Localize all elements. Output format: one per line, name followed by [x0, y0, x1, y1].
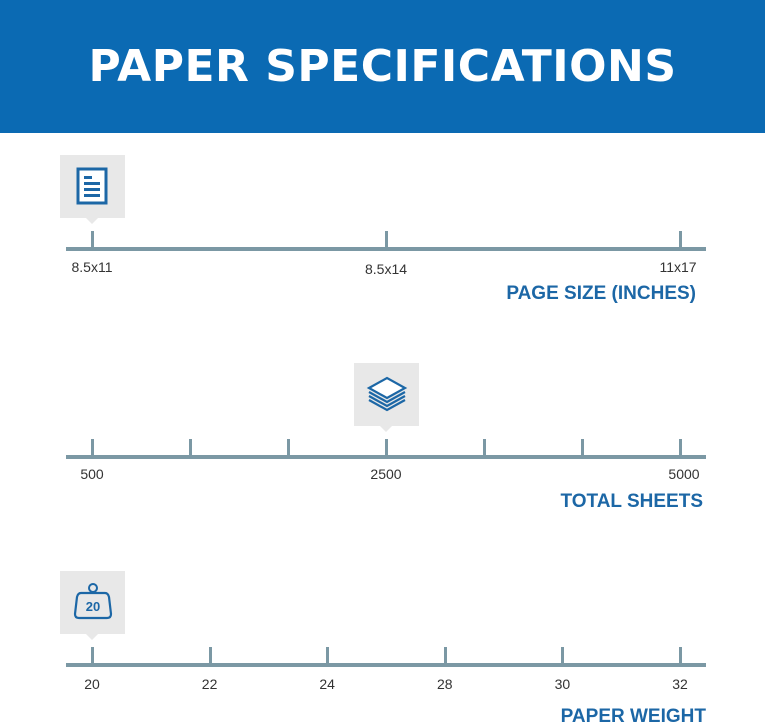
scale-tick [385, 231, 388, 249]
scale-tick [91, 439, 94, 457]
tick-label: 11x17 [659, 259, 697, 275]
tick-label: 8.5x11 [71, 259, 113, 275]
scale-tick [443, 647, 447, 665]
document-icon [76, 167, 108, 205]
tick-label: 24 [319, 676, 335, 692]
scale-tick [679, 231, 682, 249]
header-banner: PAPER SPECIFICATIONS [0, 0, 765, 133]
tick-label: 28 [437, 676, 453, 692]
tick-label: 2500 [370, 466, 402, 482]
scale-tick [91, 647, 94, 665]
selected-marker [60, 155, 125, 224]
tick-label: 30 [554, 676, 571, 692]
scale-tick [561, 647, 565, 665]
scale-title: TOTAL SHEETS [560, 491, 703, 512]
selected-marker: 20 [60, 571, 125, 640]
scale-axis [66, 663, 706, 667]
page-title: PAPER SPECIFICATIONS [88, 41, 677, 92]
scale-tick [385, 439, 388, 457]
scale-tick [287, 439, 290, 457]
tick-label: 20 [84, 676, 100, 692]
scale-axis [66, 247, 706, 251]
tick-label: 5000 [668, 466, 700, 482]
weight-value: 20 [86, 599, 100, 614]
tick-label: 500 [80, 466, 104, 482]
scale-tick [679, 647, 682, 665]
scale-tick [581, 439, 584, 457]
scale-tick [91, 231, 94, 249]
scale-tick [208, 647, 212, 665]
scale-tick [326, 647, 330, 665]
scale-tick [483, 439, 486, 457]
tick-label: 22 [201, 676, 218, 692]
selected-marker [354, 363, 419, 432]
scale-title: PAPER WEIGHT [560, 706, 706, 727]
scale-tick [679, 439, 682, 457]
tick-label: 32 [672, 676, 688, 692]
weight-icon: 20 [73, 583, 113, 620]
paper-stack-icon [366, 376, 408, 412]
scale-axis [66, 455, 706, 459]
scale-tick [189, 439, 192, 457]
tick-label: 8.5x14 [364, 261, 408, 277]
scale-title: PAGE SIZE (INCHES) [506, 283, 696, 304]
